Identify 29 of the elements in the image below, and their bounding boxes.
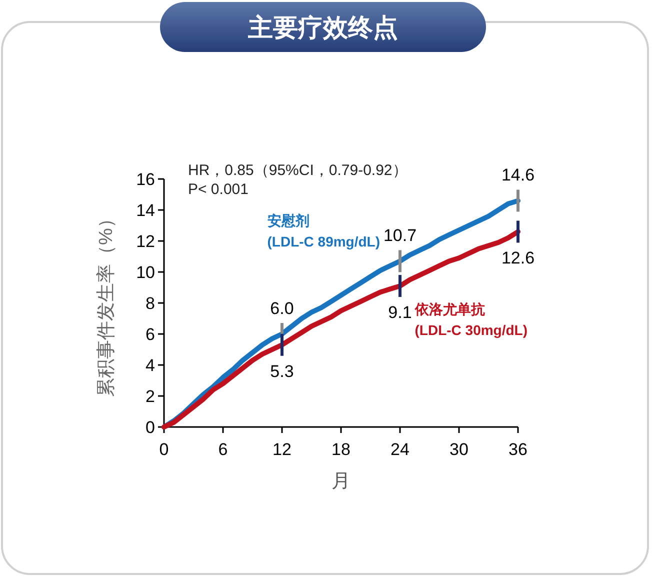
- y-axis-title: 累积事件发生率（%）: [95, 209, 117, 397]
- y-tick-label: 0: [146, 418, 155, 437]
- annotation: HR，0.85（95%CI，0.79-0.92）: [188, 162, 408, 179]
- annotation: 9.1: [388, 302, 412, 322]
- y-tick-label: 4: [146, 356, 155, 375]
- annotation: 12.6: [501, 248, 535, 268]
- y-tick-label: 6: [146, 325, 155, 344]
- x-tick-label: 6: [218, 440, 228, 459]
- annotation: 5.3: [270, 362, 294, 381]
- series-label: 依洛尤单抗 (LDL-C 30mg/dL): [414, 300, 528, 338]
- x-tick-label: 0: [159, 440, 169, 459]
- chart-title: 主要疗效终点: [247, 14, 398, 42]
- y-tick-label: 12: [136, 232, 155, 251]
- x-tick-label: 24: [390, 440, 410, 459]
- x-axis-title: 月: [332, 471, 350, 492]
- y-tick-label: 14: [136, 201, 155, 220]
- y-tick-label: 2: [146, 387, 155, 406]
- x-tick-label: 36: [508, 440, 528, 459]
- y-tick-label: 10: [136, 263, 155, 282]
- x-tick-label: 18: [332, 440, 350, 459]
- x-tick-label: 30: [450, 440, 468, 459]
- y-tick-label: 16: [136, 170, 155, 189]
- annotation: P< 0.001: [188, 181, 248, 198]
- x-tick-label: 12: [272, 440, 292, 459]
- y-tick-label: 8: [146, 294, 155, 313]
- annotation: 6.0: [270, 299, 294, 318]
- series-label: 安慰剂 (LDL-C 89mg/dL): [267, 212, 380, 250]
- annotation: 14.6: [501, 166, 535, 185]
- annotation: 10.7: [383, 226, 417, 246]
